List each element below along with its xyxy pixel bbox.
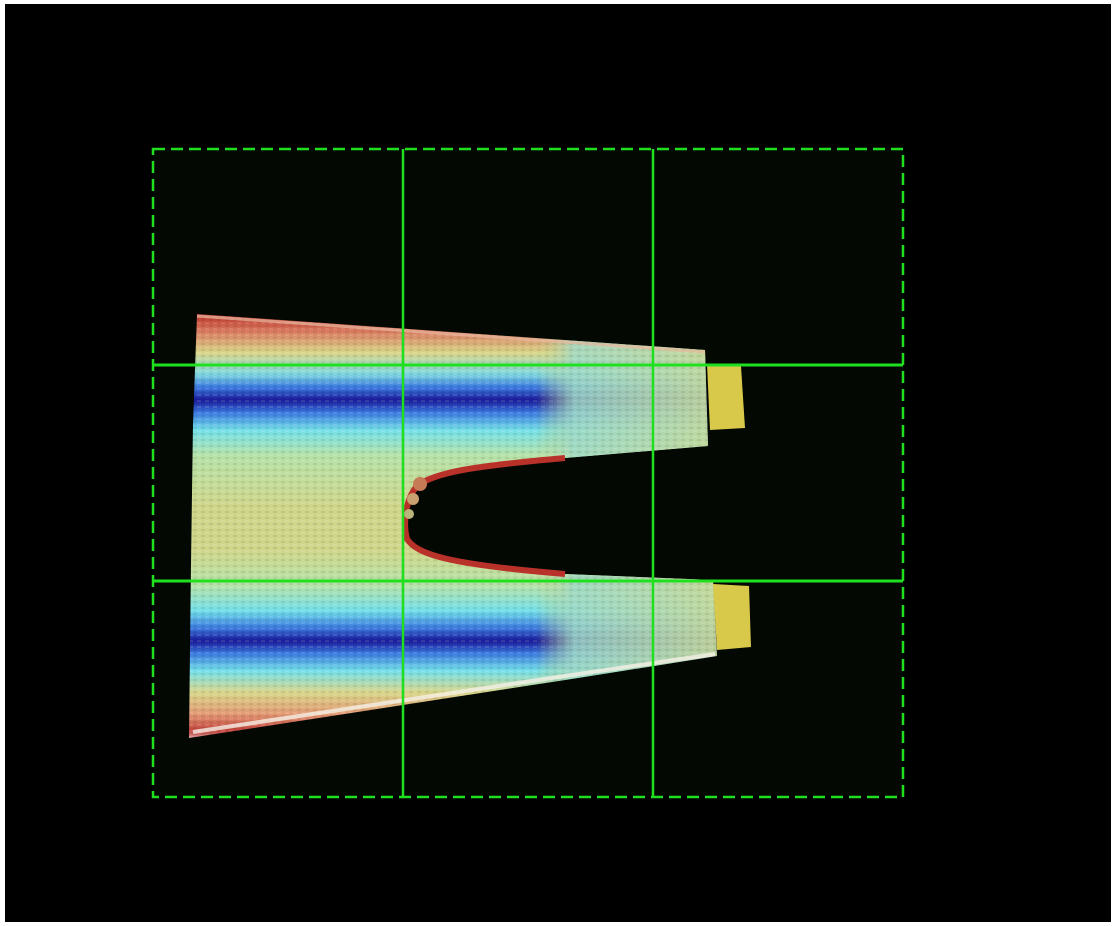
3d-surface-scene[interactable] [5,4,1111,922]
top-edge-highlight [196,314,706,354]
grid-overlay [151,147,905,799]
bottom-edge-highlight [192,652,716,734]
outlet-tab-upper[interactable] [707,364,745,430]
outlet-tab-lower[interactable] [713,584,751,650]
split-bump [407,493,419,505]
split-bump [413,477,427,491]
split-bump [404,509,414,519]
channel-surface[interactable] [189,314,717,738]
grid-outer-border [151,147,905,799]
surface-noise [189,314,717,738]
render-viewport[interactable] [5,4,1111,922]
